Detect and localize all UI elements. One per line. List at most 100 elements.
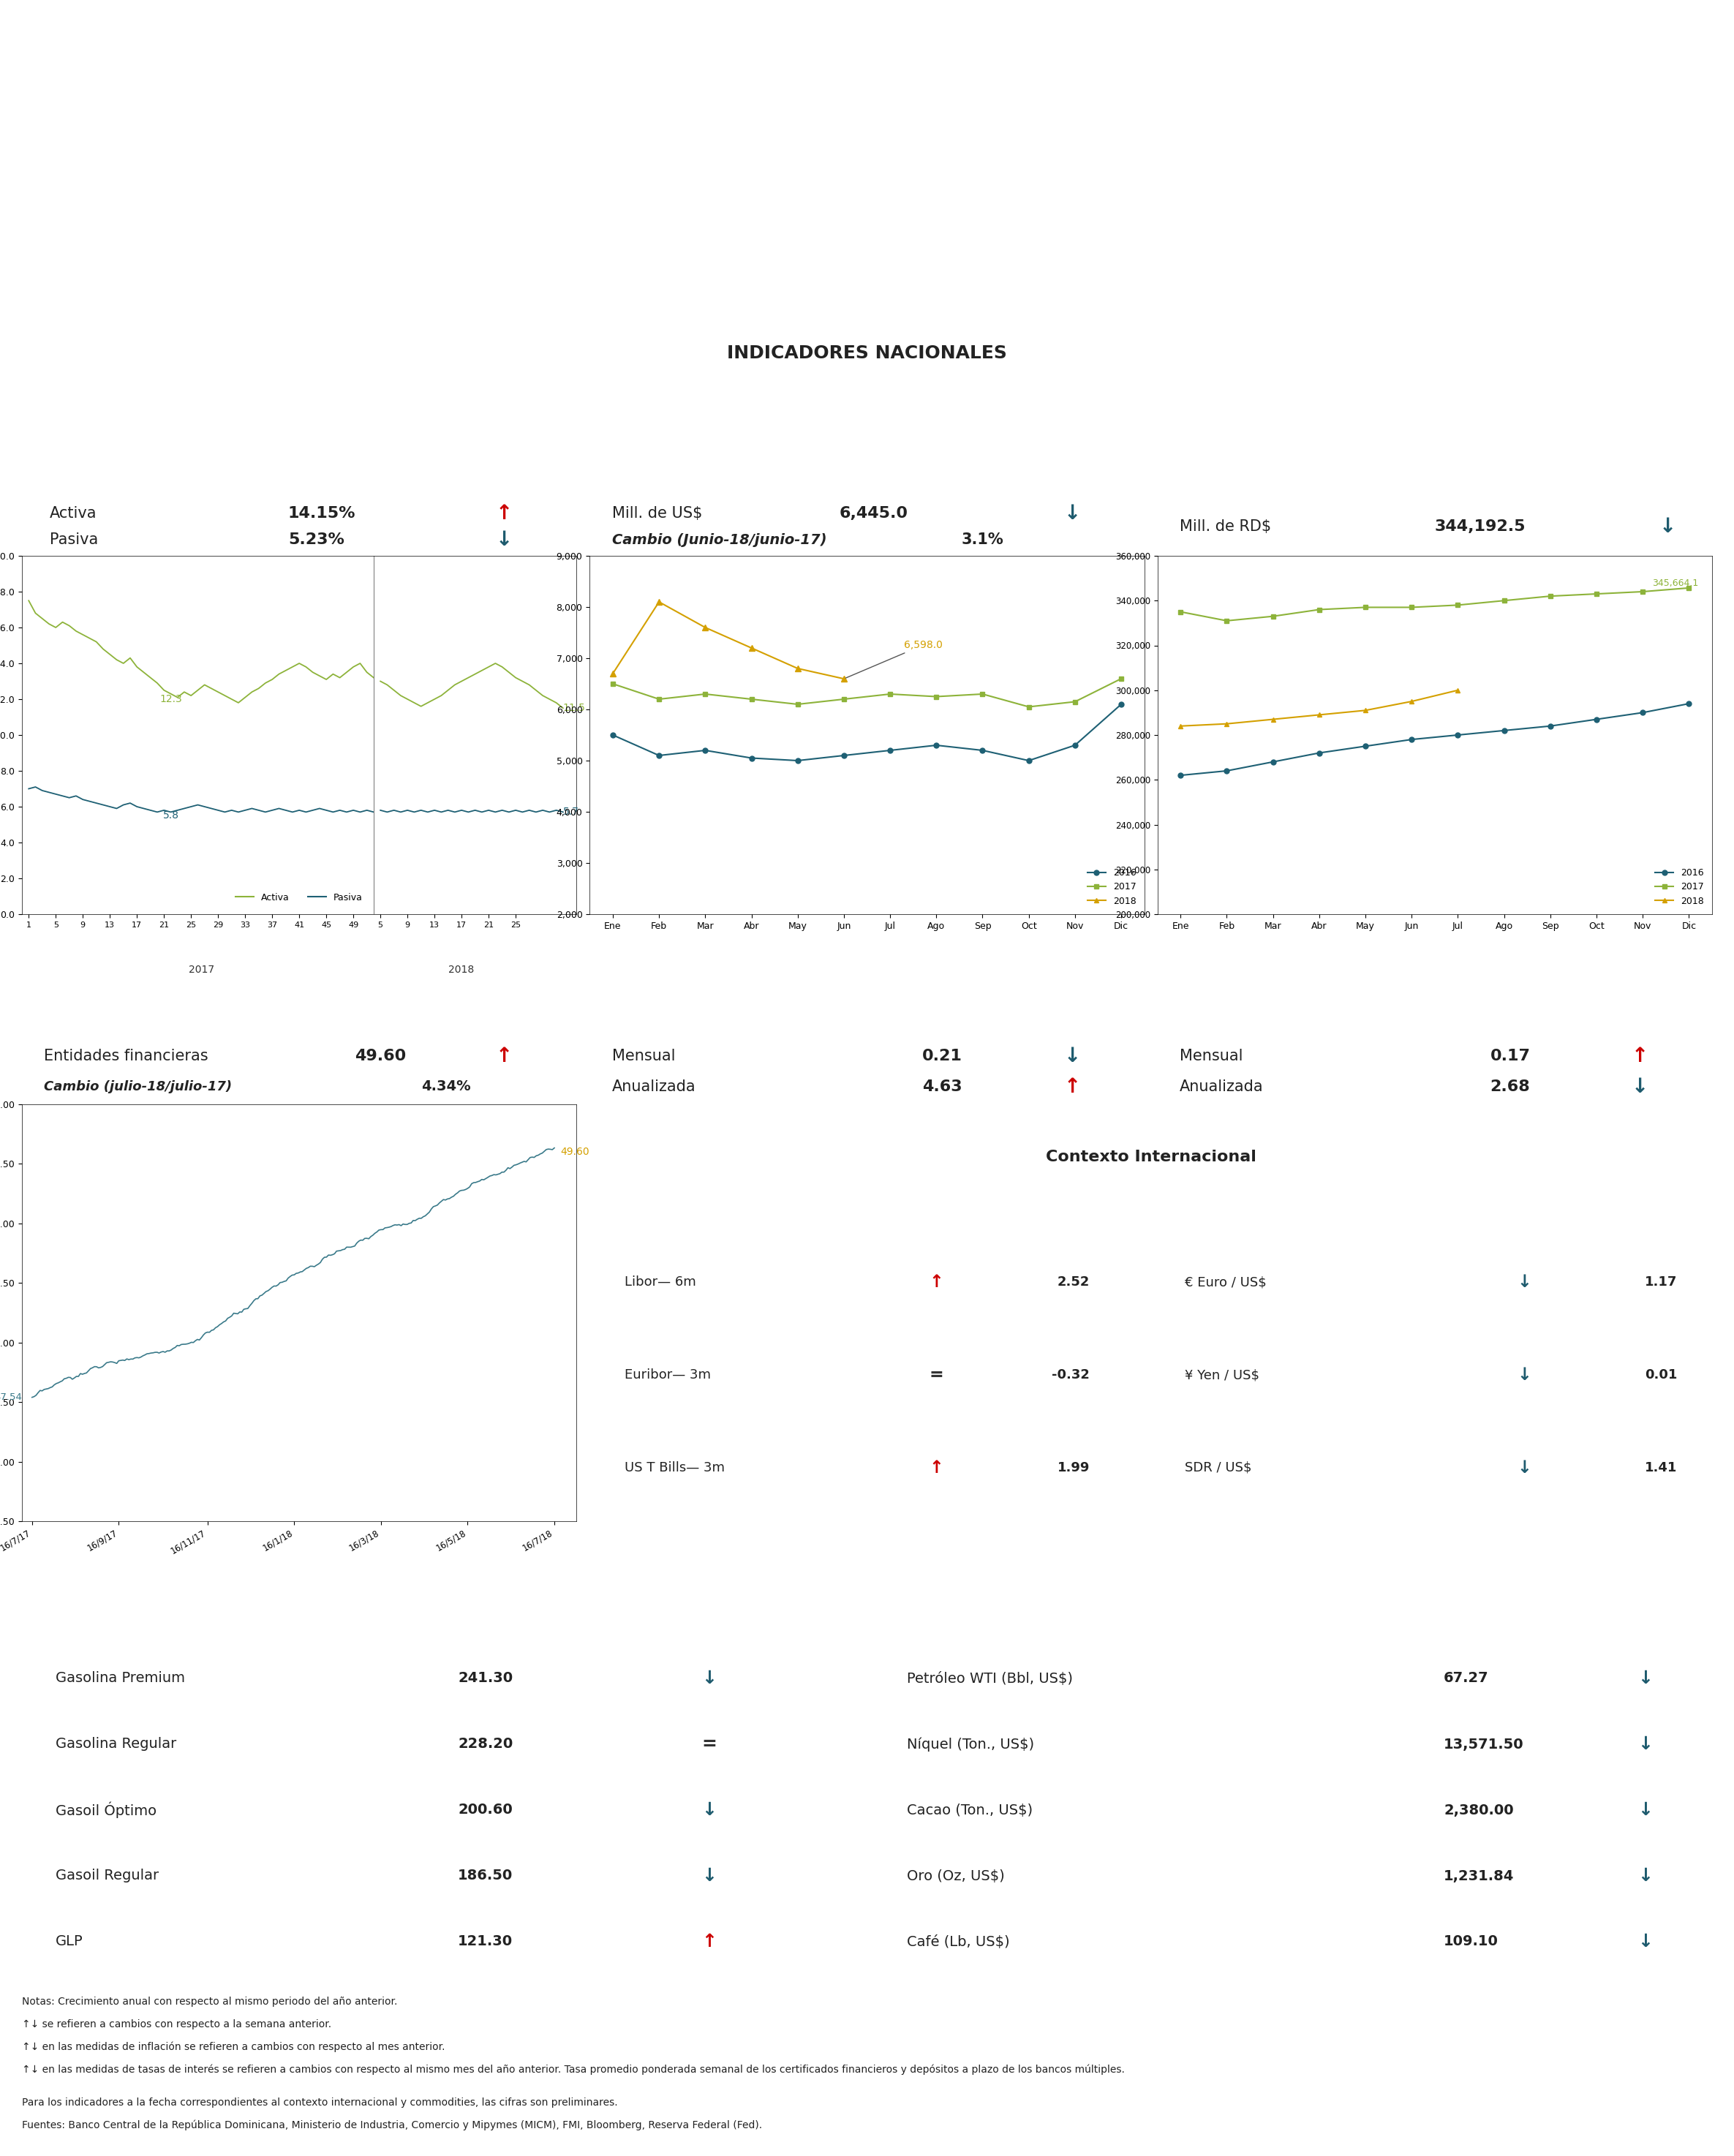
Text: 2.68: 2.68 [1490,1080,1531,1093]
Text: ↓: ↓ [1637,1669,1653,1688]
Text: Café (Lb, US$): Café (Lb, US$) [907,1934,1009,1949]
Text: 121.30: 121.30 [458,1934,513,1949]
Text: (al 11 de julio de 2018): (al 11 de julio de 2018) [792,472,942,485]
Text: Mensual: Mensual [1179,1050,1243,1063]
Text: =: = [702,1736,718,1753]
Text: 1.99: 1.99 [1058,1462,1089,1475]
Text: 186.50: 186.50 [458,1869,513,1882]
Text: ↑: ↑ [496,502,513,524]
Text: 109.10: 109.10 [1444,1934,1498,1949]
Text: -0.32: -0.32 [1051,1369,1089,1382]
Text: Fuentes: Banco Central de la República Dominicana, Ministerio de Industria, Come: Fuentes: Banco Central de la República D… [23,2119,763,2130]
Text: SDR / US$: SDR / US$ [1184,1462,1252,1475]
Text: INDICADORES NACIONALES: INDICADORES NACIONALES [727,345,1007,362]
Text: Indicadores Económicos al  17 de julio de 2018: Indicadores Económicos al 17 de julio de… [586,289,1148,310]
Text: 4.63: 4.63 [922,1080,962,1093]
Text: Precios de los combustibles: Precios de los combustibles [321,1570,562,1585]
Text: Libor— 6m: Libor— 6m [624,1276,695,1289]
Text: ↑↓ se refieren a cambios con respecto a la semana anterior.: ↑↓ se refieren a cambios con respecto a … [23,2018,331,2029]
Text: (al 17 de julio de 2018): (al 17 de julio de 2018) [1358,1216,1505,1229]
Text: ↑: ↑ [1632,1046,1649,1067]
Text: ↓: ↓ [702,1800,718,1820]
Text: Pasiva: Pasiva [50,533,99,548]
Text: 47.54: 47.54 [0,1393,23,1401]
Text: Gasolina Premium: Gasolina Premium [55,1671,186,1686]
Text: ↑: ↑ [1063,1076,1080,1097]
Text: 3.1%: 3.1% [961,533,1004,548]
Text: Petróleo WTI (Bbl, US$): Petróleo WTI (Bbl, US$) [907,1671,1073,1686]
Text: 49.60: 49.60 [355,1050,406,1063]
Text: Mensual: Mensual [612,1050,675,1063]
Text: Tipos de cambio: Tipos de cambio [1361,1186,1502,1201]
Text: ↓: ↓ [1063,502,1080,524]
Text: 49.60: 49.60 [560,1147,590,1158]
Text: (Junio 2018): (Junio 2018) [1396,1011,1474,1024]
Text: ↓: ↓ [702,1669,718,1688]
Text: ↓: ↓ [1659,515,1677,537]
Text: ↓: ↓ [1637,1867,1653,1884]
Text: (al 17 de julio de 2018): (al 17 de julio de 2018) [1228,1619,1358,1630]
Text: Gasoil Regular: Gasoil Regular [55,1869,160,1882]
Text: 2.52: 2.52 [1058,1276,1089,1289]
Text: (al 11 de julio de 2018): (al 11 de julio de 2018) [1361,472,1509,485]
Text: 241.30: 241.30 [458,1671,513,1686]
Text: Reservas Internacionales Netas: Reservas Internacionales Netas [730,433,1004,448]
Text: ↑↓ en las medidas de tasas de interés se refieren a cambios con respecto al mism: ↑↓ en las medidas de tasas de interés se… [23,2063,1125,2074]
Text: 2018: 2018 [449,964,475,975]
Text: 1.41: 1.41 [1646,1462,1677,1475]
Text: Tasas de Interés Banca Múltiple: Tasas de Interés Banca Múltiple [163,433,435,448]
Text: 1.17: 1.17 [1646,1276,1677,1289]
Text: ¥ Yen / US$: ¥ Yen / US$ [1184,1369,1259,1382]
Text: 2017: 2017 [189,964,213,975]
Text: Entidades financieras: Entidades financieras [43,1050,208,1063]
Text: Euribor— 3m: Euribor— 3m [624,1369,711,1382]
Text: ↓: ↓ [1632,1076,1649,1097]
Text: 6,598.0: 6,598.0 [846,640,943,677]
Text: Activa: Activa [50,507,97,520]
Text: Anualizada: Anualizada [612,1080,695,1093]
Text: ↑: ↑ [929,1460,943,1477]
Text: 0.01: 0.01 [1646,1369,1677,1382]
Text: ↓: ↓ [1063,1046,1080,1067]
Text: UNIDAD ASESORA DE ANÁLISIS ECONÓMICO Y SOCIAL: UNIDAD ASESORA DE ANÁLISIS ECONÓMICO Y S… [466,235,1268,261]
Text: ↓: ↓ [1517,1367,1531,1384]
Text: Semana del 14 de julio al 20 de julio de 2018, RD$/Gl: Semana del 14 de julio al 20 de julio de… [291,1619,591,1630]
Text: ↓: ↓ [496,530,513,550]
Text: Tipo de cambio (Dólar, venta): Tipo de cambio (Dólar, venta) [172,970,427,987]
Text: 12.3: 12.3 [160,694,182,705]
Text: GLP: GLP [55,1934,83,1949]
Legend: Activa, Pasiva: Activa, Pasiva [232,888,366,906]
Text: ↓: ↓ [1637,1934,1653,1951]
Text: € Euro / US$: € Euro / US$ [1184,1276,1266,1289]
Text: Anualizada: Anualizada [1179,1080,1264,1093]
Text: Notas: Crecimiento anual con respecto al mismo periodo del año anterior.: Notas: Crecimiento anual con respecto al… [23,1996,397,2007]
Text: 5.8: 5.8 [163,811,179,821]
Text: ↓: ↓ [1637,1736,1653,1753]
Text: US T Bills— 3m: US T Bills— 3m [624,1462,725,1475]
Text: Mill. de RD$: Mill. de RD$ [1179,520,1271,535]
Text: ↓: ↓ [702,1867,718,1884]
Text: 6,445.0: 6,445.0 [839,507,909,520]
Text: (al 16 de julio de 2018): (al 16 de julio de 2018) [225,1011,373,1024]
Text: Cacao (Ton., US$): Cacao (Ton., US$) [907,1802,1033,1818]
Text: 13,571.50: 13,571.50 [1444,1738,1524,1751]
Text: Commodities: Commodities [1236,1570,1349,1585]
Legend: 2016, 2017, 2018: 2016, 2017, 2018 [1084,865,1139,910]
Text: Contexto Internacional: Contexto Internacional [1046,1149,1255,1164]
Legend: 2016, 2017, 2018: 2016, 2017, 2018 [1651,865,1708,910]
Text: ↑: ↑ [929,1274,943,1291]
Text: ↑↓ en las medidas de inflación se refieren a cambios con respecto al mes anterio: ↑↓ en las medidas de inflación se refier… [23,2042,446,2053]
Text: Cambio (julio-18/julio-17): Cambio (julio-18/julio-17) [43,1080,232,1093]
Text: 67.27: 67.27 [1444,1671,1490,1686]
Text: Inflación subyacente (%): Inflación subyacente (%) [1328,970,1542,987]
Text: ↑: ↑ [702,1934,718,1951]
Text: Medio Circulante (M1): Medio Circulante (M1) [1340,433,1529,448]
Text: ↓: ↓ [1517,1274,1531,1291]
Text: Inflación general (%): Inflación general (%) [777,970,957,987]
Text: ↓: ↓ [1517,1460,1531,1477]
Text: 0.21: 0.21 [922,1050,962,1063]
Text: (Junio 2018): (Junio 2018) [829,1011,905,1024]
Text: Para los indicadores a la fecha correspondientes al contexto internacional y com: Para los indicadores a la fecha correspo… [23,2098,617,2109]
Text: 5.7: 5.7 [564,806,579,817]
Text: Mill. de US$: Mill. de US$ [612,507,702,520]
